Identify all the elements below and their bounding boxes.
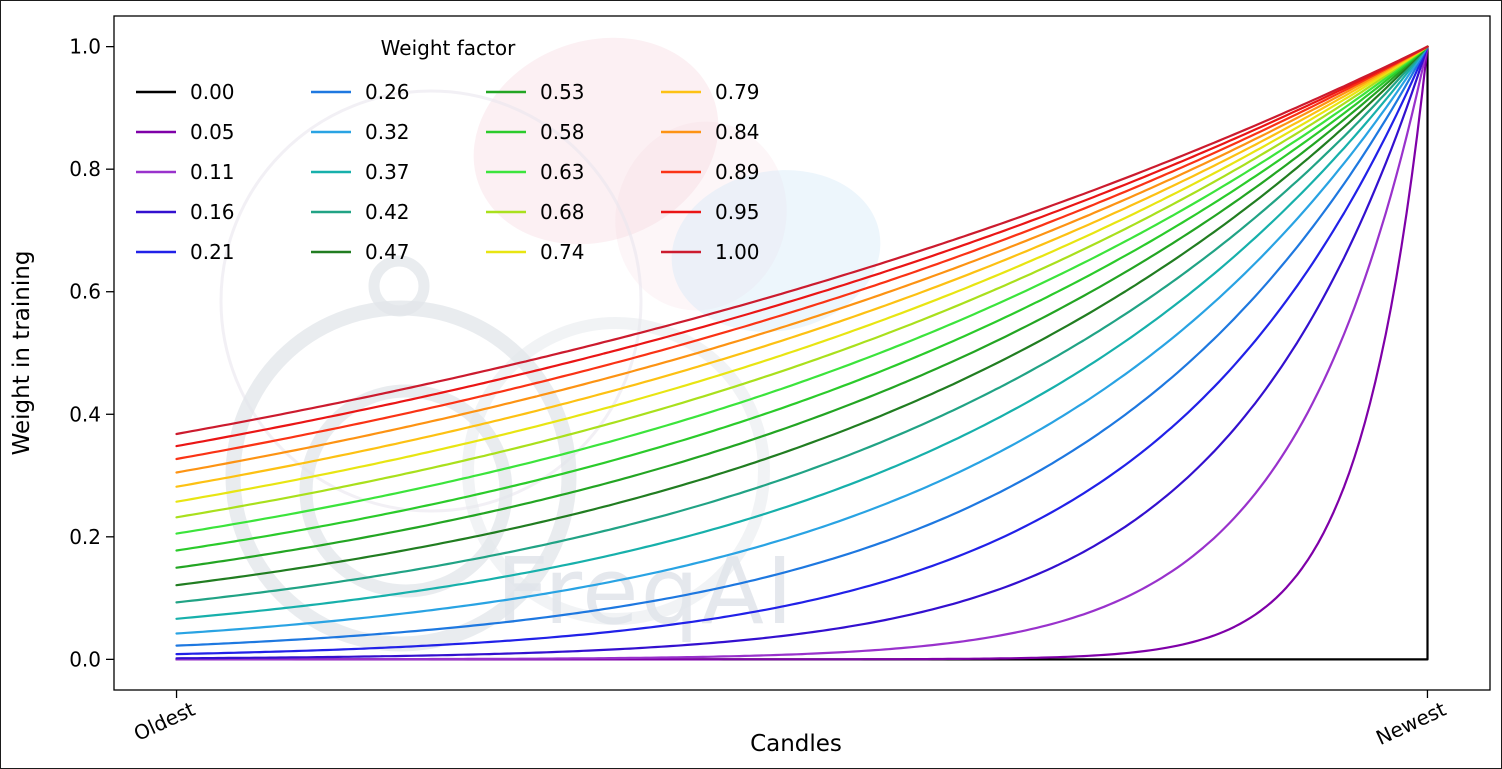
legend-label-0.53: 0.53 <box>540 80 585 104</box>
curves <box>175 45 1429 661</box>
series-line-0.21 <box>175 45 1429 656</box>
watermark-logo-crown <box>368 255 430 317</box>
legend-label-0.16: 0.16 <box>190 200 235 224</box>
legend-label-0.79: 0.79 <box>715 80 760 104</box>
series-line-0.53 <box>175 45 1429 569</box>
watermark-leaf-blue <box>671 170 881 332</box>
legend-label-0.11: 0.11 <box>190 160 235 184</box>
series-line-0.84 <box>175 45 1429 474</box>
legend: Weight factor 0.000.050.110.160.210.260.… <box>136 36 760 264</box>
y-axis-label: Weight in training <box>9 251 35 456</box>
watermark-leaf-pink-2 <box>615 121 787 311</box>
legend-label-0.26: 0.26 <box>365 80 410 104</box>
series-line-0.16 <box>175 45 1429 660</box>
series-line-0.42 <box>175 45 1429 604</box>
watermark-swirl-outline <box>219 89 643 513</box>
legend-label-0.37: 0.37 <box>365 160 410 184</box>
legend-label-1.00: 1.00 <box>715 240 760 264</box>
legend-label-0.63: 0.63 <box>540 160 585 184</box>
series-line-0.89 <box>175 45 1429 461</box>
legend-label-0.74: 0.74 <box>540 240 585 264</box>
plot-border <box>113 15 1491 691</box>
series-line-0.68 <box>175 45 1429 519</box>
series-line-1.00 <box>175 45 1429 436</box>
y-tick-label-0.8: 0.8 <box>69 157 101 181</box>
x-axis-label: Candles <box>750 731 842 757</box>
watermark-leaf-pink <box>473 37 719 245</box>
y-tick-label-0.2: 0.2 <box>69 525 101 549</box>
legend-label-0.89: 0.89 <box>715 160 760 184</box>
series-line-0.74 <box>175 45 1429 503</box>
series-line-0.26 <box>175 45 1429 647</box>
x-tick-label-Oldest: Oldest <box>130 697 199 746</box>
legend-label-0.42: 0.42 <box>365 200 410 224</box>
watermark-logo-right-ring <box>462 317 770 625</box>
x-tick-label-Newest: Newest <box>1372 697 1450 750</box>
legend-label-0.32: 0.32 <box>365 120 410 144</box>
y-tick-label-1.0: 1.0 <box>69 35 101 59</box>
legend-label-0.05: 0.05 <box>190 120 235 144</box>
legend-label-0.21: 0.21 <box>190 240 235 264</box>
y-tick-label-0.0: 0.0 <box>69 647 101 671</box>
legend-label-0.68: 0.68 <box>540 200 585 224</box>
series-line-0.95 <box>175 45 1429 448</box>
y-tick-label-0.6: 0.6 <box>69 280 101 304</box>
legend-label-0.47: 0.47 <box>365 240 410 264</box>
series-line-0.32 <box>175 45 1429 635</box>
legend-label-0.84: 0.84 <box>715 120 760 144</box>
legend-label-0.00: 0.00 <box>190 80 235 104</box>
y-tick-label-0.4: 0.4 <box>69 402 101 426</box>
series-line-0.58 <box>175 45 1429 552</box>
series-line-0.47 <box>175 45 1429 587</box>
y-axis-ticks: 0.0 0.2 0.4 0.6 0.8 1.0 <box>69 35 114 671</box>
series-line-0.37 <box>175 45 1429 620</box>
legend-entries: 0.00 0.05 0.11 0.16 0.21 0.26 0.32 0.37 0.42 0.47… <box>136 80 760 264</box>
legend-label-0.58: 0.58 <box>540 120 585 144</box>
series-line-0.11 <box>175 45 1429 661</box>
watermark-logo-inner-ring <box>299 384 513 598</box>
legend-title: Weight factor <box>381 36 516 60</box>
legend-label-0.95: 0.95 <box>715 200 760 224</box>
series-line-0.79 <box>175 45 1429 488</box>
series-line-0.63 <box>175 45 1429 535</box>
